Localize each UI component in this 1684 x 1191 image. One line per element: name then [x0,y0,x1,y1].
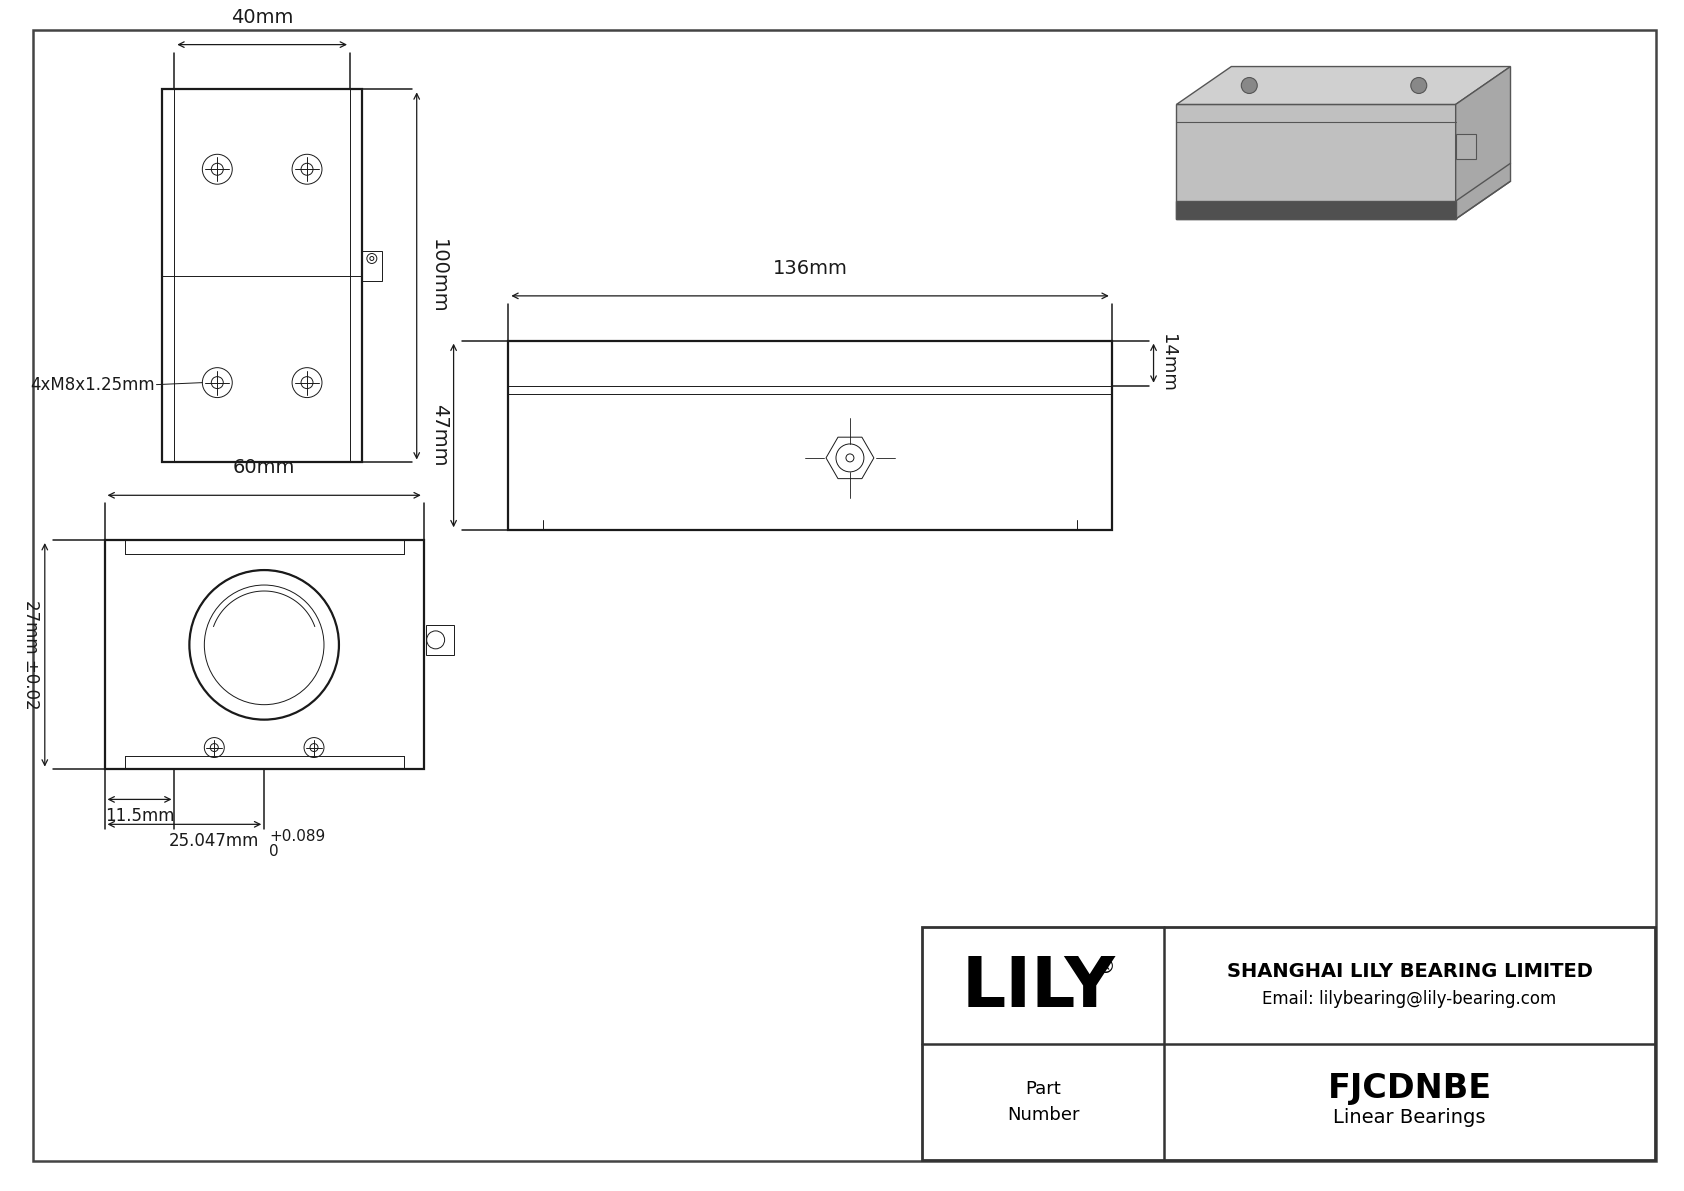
Text: 40mm: 40mm [231,7,293,26]
Text: 136mm: 136mm [773,258,847,278]
Bar [362,251,382,281]
Polygon shape [1177,201,1455,219]
Text: 25.047mm: 25.047mm [168,833,259,850]
Text: LILY: LILY [962,954,1115,1021]
Bar [104,541,424,769]
Text: +0.089: +0.089 [269,829,325,844]
Text: 47mm: 47mm [429,404,448,467]
Text: Linear Bearings: Linear Bearings [1334,1109,1485,1128]
Text: 4xM8x1.25mm: 4xM8x1.25mm [30,375,155,393]
Bar [162,89,362,462]
Text: 0: 0 [269,844,280,859]
Bar [509,341,1111,530]
Text: ®: ® [1095,958,1115,977]
Bar [923,927,1655,1160]
Text: 14mm: 14mm [1159,335,1177,392]
Polygon shape [1177,105,1455,219]
Polygon shape [1455,67,1511,219]
Text: 11.5mm: 11.5mm [104,807,173,825]
Text: Part
Number: Part Number [1007,1080,1079,1124]
Polygon shape [1177,67,1511,105]
Text: 27mm ±0.02: 27mm ±0.02 [22,600,40,710]
Polygon shape [1455,135,1475,160]
Circle shape [1241,77,1258,93]
Text: FJCDNBE: FJCDNBE [1327,1072,1492,1104]
Circle shape [1411,77,1426,93]
Text: SHANGHAI LILY BEARING LIMITED: SHANGHAI LILY BEARING LIMITED [1226,962,1593,981]
Text: 60mm: 60mm [232,459,295,478]
Text: Email: lilybearing@lily-bearing.com: Email: lilybearing@lily-bearing.com [1263,991,1556,1009]
Text: 100mm: 100mm [429,238,448,313]
Bar [426,625,453,655]
